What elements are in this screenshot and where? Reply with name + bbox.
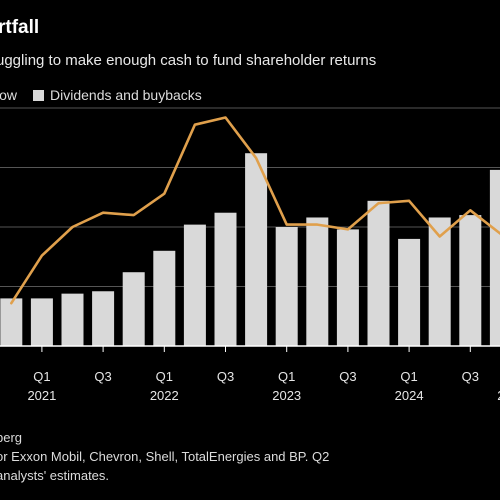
x-tick-quarter: Q3 [94, 369, 111, 384]
legend-line-label: low [0, 87, 18, 103]
bar [275, 227, 298, 346]
bar-series [0, 153, 500, 346]
x-tick-year: 2021 [27, 388, 56, 403]
bar [0, 298, 23, 346]
legend: low Dividends and buybacks [0, 87, 202, 103]
legend-bar-label: Dividends and buybacks [50, 87, 202, 103]
bar [214, 212, 237, 346]
footnote-estimates: analysts' estimates. [0, 468, 110, 483]
bar [336, 229, 359, 346]
bar [245, 153, 268, 346]
bar [61, 293, 84, 346]
x-tick-quarter: Q1 [33, 369, 50, 384]
x-tick-year: 2 [497, 388, 500, 403]
x-tick-year: 2024 [395, 388, 424, 403]
bar [398, 238, 421, 346]
line-series [10, 116, 500, 305]
x-tick-quarter: Q3 [217, 369, 234, 384]
footnote-source: berg [0, 430, 23, 445]
bar [153, 250, 176, 346]
legend-bar-swatch [33, 89, 45, 101]
line-path [10, 116, 500, 305]
x-tick-year: 2023 [272, 388, 301, 403]
x-tick-quarter: Q3 [462, 369, 479, 384]
x-tick-year: 2022 [150, 388, 179, 403]
chart-title: rtfall [0, 17, 40, 38]
bar [367, 200, 390, 346]
chart-subtitle: uggling to make enough cash to fund shar… [0, 52, 377, 69]
bar [92, 291, 115, 346]
x-tick-quarter: Q1 [400, 369, 417, 384]
x-tick-quarter: Q1 [278, 369, 295, 384]
x-tick-quarter: Q3 [339, 369, 356, 384]
bar [489, 169, 500, 346]
bar [459, 215, 482, 346]
bar [306, 217, 329, 346]
x-tick-labels: Q1 2021 Q3 Q1 2022 Q3 Q1 2023 Q3 Q1 2024 Q3 2 [27, 346, 500, 403]
bar [183, 224, 206, 346]
bar [428, 217, 451, 346]
bar [30, 298, 53, 346]
footnote-note: or Exxon Mobil, Chevron, Shell, TotalEne… [0, 449, 330, 464]
bar [122, 272, 145, 346]
x-tick-quarter: Q1 [156, 369, 173, 384]
